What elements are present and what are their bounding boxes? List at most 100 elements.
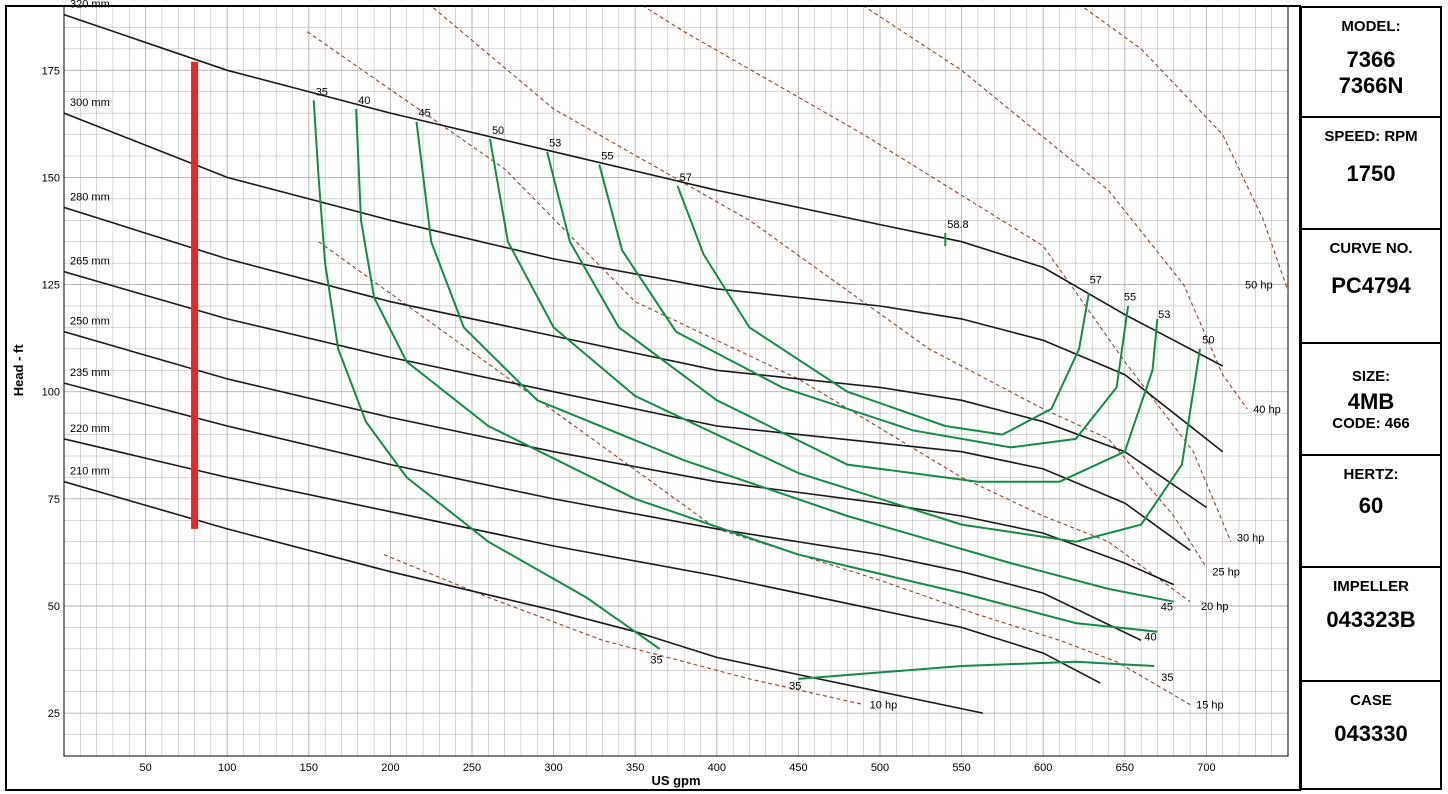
power-label-5: 40 hp [1253, 404, 1281, 416]
power-label-1: 15 hp [1196, 700, 1224, 712]
plot-area [63, 5, 1289, 757]
power-line-6 [1080, 6, 1288, 293]
head-curve-2 [64, 206, 1207, 509]
efficiency-label-right-3: 50 [1202, 335, 1214, 347]
impeller-label: IMPELLER [1333, 578, 1409, 595]
efficiency-label-40-end: 40 [1144, 631, 1156, 643]
head-curve-7 [64, 480, 983, 714]
y-tick-label: 175 [42, 65, 60, 77]
curve-label: CURVE NO. [1329, 240, 1413, 257]
hertz-panel: HERTZ: 60 [1300, 456, 1442, 568]
size-value: 4MB [1347, 389, 1395, 414]
y-axis-label: Head - ft [11, 344, 26, 397]
power-line-5 [862, 6, 1248, 410]
x-tick-label: 600 [1034, 762, 1052, 774]
x-tick-label: 700 [1197, 762, 1215, 774]
head-curve-1 [64, 112, 1224, 453]
head-curve-label-2: 280 mm [70, 191, 110, 203]
power-label-4: 30 hp [1237, 532, 1265, 544]
head-curve-label-6: 220 mm [70, 423, 110, 435]
efficiency-label-5: 53 [549, 138, 561, 150]
x-tick-label: 550 [952, 762, 970, 774]
power-label-3: 25 hp [1212, 567, 1240, 579]
efficiency-curve-3 [415, 121, 1174, 603]
outer-border [5, 5, 1301, 791]
x-tick-label: 200 [381, 762, 399, 774]
x-tick-label: 350 [626, 762, 644, 774]
model-value-1: 7366 [1346, 47, 1396, 72]
head-curve-3 [64, 270, 1191, 551]
efficiency-label-right-2: 53 [1158, 309, 1170, 321]
x-tick-label: 400 [708, 762, 726, 774]
efficiency-label-7: 57 [680, 172, 692, 184]
efficiency-curve-4 [489, 138, 1201, 543]
head-curve-label-7: 210 mm [70, 466, 110, 478]
series-group [64, 6, 1288, 714]
power-line-4 [642, 6, 1232, 542]
power-label-6: 50 hp [1245, 280, 1273, 292]
model-label: MODEL: [1341, 18, 1401, 35]
x-axis-label: US gpm [651, 773, 700, 788]
head-curve-4 [64, 330, 1175, 586]
y-tick-label: 25 [48, 708, 60, 720]
head-curve-6 [64, 438, 1101, 684]
model-panel: MODEL: 7366 7366N [1300, 6, 1442, 118]
impeller-value: 043323B [1326, 607, 1416, 632]
x-tick-label: 250 [463, 762, 481, 774]
head-curve-label-5: 235 mm [70, 367, 110, 379]
model-value-2: 7366N [1338, 73, 1404, 98]
speed-panel: SPEED: RPM 1750 [1300, 118, 1442, 230]
power-line-2 [306, 31, 1191, 603]
case-panel: CASE 043330 [1300, 682, 1442, 790]
x-tick-label: 150 [300, 762, 318, 774]
head-curve-label-1: 300 mm [70, 97, 110, 109]
hertz-value: 60 [1358, 493, 1384, 518]
curve-value: PC4794 [1331, 273, 1411, 298]
efficiency-label-6: 55 [601, 151, 613, 163]
impeller-panel: IMPELLER 043323B [1300, 568, 1442, 682]
x-tick-label: 450 [789, 762, 807, 774]
efficiency-label-45-end: 45 [1161, 601, 1173, 613]
case-value: 043330 [1334, 721, 1408, 746]
x-tick-label: 500 [871, 762, 889, 774]
efficiency-label-2: 40 [358, 95, 370, 107]
x-tick-label: 100 [218, 762, 236, 774]
y-tick-label: 125 [42, 280, 60, 292]
speed-label: SPEED: RPM [1324, 128, 1418, 145]
head-curve-label-4: 250 mm [70, 316, 110, 328]
power-label-2: 20 hp [1201, 601, 1229, 613]
speed-value: 1750 [1346, 161, 1396, 186]
efficiency-annotation-0: 35 [650, 655, 662, 667]
efficiency-label-4: 50 [492, 125, 504, 137]
y-tick-label: 75 [48, 494, 60, 506]
efficiency-label-8: 58.8 [947, 219, 968, 231]
head-curve-label-3: 265 mm [70, 256, 110, 268]
plot-border [63, 5, 1289, 757]
y-tick-label: 150 [42, 172, 60, 184]
efficiency-curve-1 [798, 660, 1155, 680]
code-value: CODE: 466 [1332, 415, 1410, 432]
efficiency-curve-7 [676, 185, 1090, 436]
y-tick-label: 100 [42, 387, 60, 399]
efficiency-label-right-1: 55 [1124, 292, 1136, 304]
y-tick-label: 50 [48, 601, 60, 613]
size-label: SIZE: [1351, 368, 1391, 385]
power-line-3 [430, 6, 1207, 568]
case-label: CASE [1350, 692, 1392, 709]
efficiency-curve-2 [355, 108, 1158, 633]
power-line-1 [318, 241, 1191, 706]
power-line-0 [383, 554, 864, 706]
grid-lines [64, 6, 1288, 756]
power-label-0: 10 hp [870, 700, 898, 712]
x-tick-label: 650 [1116, 762, 1134, 774]
x-tick-label: 50 [139, 762, 151, 774]
x-tick-label: 300 [544, 762, 562, 774]
efficiency-label-3: 45 [419, 108, 431, 120]
head-curve-label-0: 320 mm [70, 0, 110, 11]
size-panel: SIZE: 4MB CODE: 466 [1300, 344, 1442, 456]
head-curve-0 [64, 13, 1224, 367]
curve-panel: CURVE NO. PC4794 [1300, 230, 1442, 344]
efficiency-annotation-2: 35 [1161, 672, 1173, 684]
